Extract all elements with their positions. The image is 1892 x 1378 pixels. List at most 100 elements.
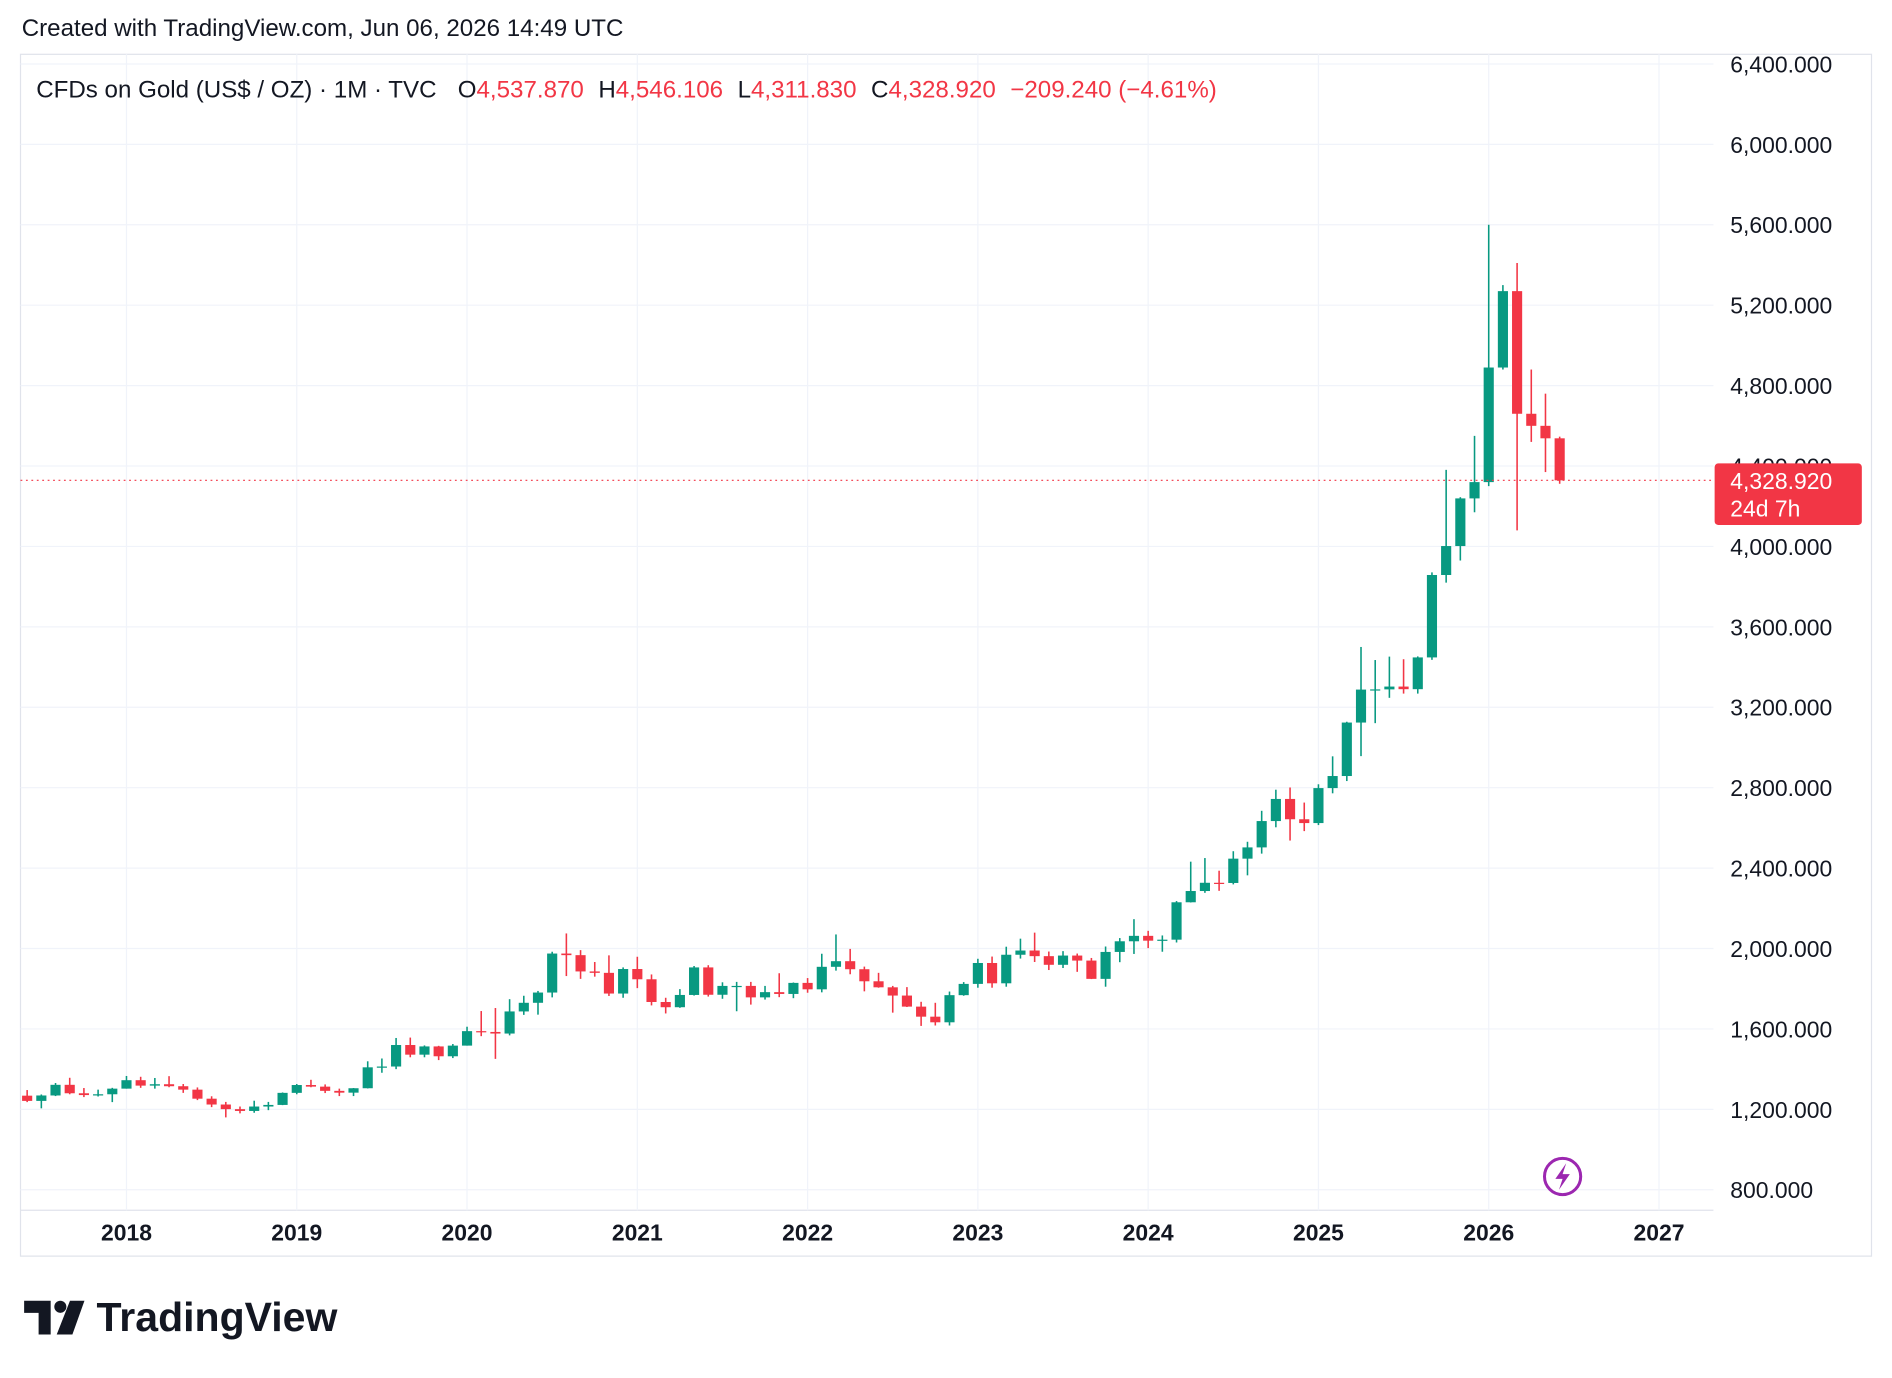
y-tick-label: 4,800.000 — [1730, 373, 1832, 399]
candle-body — [618, 969, 629, 994]
y-tick-label: 1,200.000 — [1730, 1097, 1832, 1123]
candle-body — [646, 979, 657, 1002]
candle-body — [206, 1098, 217, 1105]
brand-logo — [24, 1300, 85, 1335]
candle-body — [1214, 882, 1225, 884]
candle-body — [845, 961, 856, 970]
candle-body — [774, 992, 785, 994]
candle-body — [859, 969, 870, 982]
candle-body — [163, 1084, 175, 1087]
candle-body — [547, 953, 558, 993]
y-tick-label: 3,600.000 — [1730, 614, 1832, 640]
candle-body — [107, 1088, 118, 1095]
candle-body — [476, 1031, 487, 1033]
y-tick-label: 1,600.000 — [1730, 1016, 1832, 1042]
symbol-title: CFDs on Gold (US$ / OZ) · 1M · TVC — [36, 77, 436, 104]
y-tick-label: 2,400.000 — [1730, 856, 1832, 882]
candle-body — [518, 1002, 529, 1012]
candle-body — [1199, 882, 1210, 892]
candle-body — [561, 953, 572, 956]
legend-key: O — [458, 77, 477, 104]
candle-body — [1086, 960, 1097, 979]
candle-body — [192, 1089, 203, 1099]
y-tick-label: 800.000 — [1730, 1177, 1813, 1203]
candle-body — [376, 1066, 387, 1068]
x-tick-label: 2021 — [612, 1219, 663, 1245]
x-tick-label: 2018 — [101, 1219, 152, 1245]
candle-body — [759, 992, 771, 998]
candle-body — [1483, 367, 1494, 483]
candle-body — [1228, 858, 1239, 883]
candle-body — [532, 992, 544, 1003]
candle-body — [703, 967, 714, 995]
candle-body — [334, 1090, 345, 1093]
candle-body — [1001, 954, 1012, 984]
candle-body — [1370, 689, 1381, 691]
candle-body — [291, 1085, 302, 1093]
candle-body — [220, 1104, 231, 1110]
candle-body — [575, 955, 586, 972]
lightning-icon[interactable] — [1542, 1156, 1583, 1197]
candle-body — [1256, 821, 1267, 848]
candle-body — [1143, 935, 1154, 941]
candle-body — [249, 1106, 260, 1111]
candle-body — [972, 962, 983, 984]
candle-body — [419, 1046, 430, 1055]
candle-body — [1185, 891, 1196, 903]
candle-body — [745, 985, 756, 998]
candle-body — [1554, 438, 1565, 481]
candle-body — [660, 1001, 671, 1008]
candle-body — [149, 1084, 160, 1086]
candle-body — [1313, 788, 1324, 824]
legend-value: 4,328.920 — [888, 77, 995, 104]
candle-body — [1043, 956, 1054, 965]
legend-value: 4,546.106 — [616, 77, 723, 104]
candle-body — [1242, 847, 1253, 859]
candle-body — [78, 1093, 89, 1096]
candle-body — [1384, 686, 1395, 690]
candle-body — [1540, 425, 1551, 439]
candle-body — [391, 1045, 402, 1067]
x-tick-label: 2019 — [271, 1219, 322, 1245]
countdown-label: 24d 7h — [1730, 496, 1800, 522]
legend-change: −209.240 (−4.61%) — [1010, 77, 1217, 104]
y-tick-label: 2,800.000 — [1730, 775, 1832, 801]
candle-body — [958, 983, 969, 996]
candle-body — [305, 1085, 317, 1087]
x-tick-label: 2026 — [1463, 1219, 1514, 1245]
candle-body — [901, 995, 912, 1007]
candle-body — [788, 982, 799, 994]
candle-body — [1526, 413, 1537, 426]
candle-body — [916, 1006, 927, 1017]
candle-body — [405, 1045, 416, 1055]
candle-body — [887, 987, 898, 996]
last-price-label: 4,328.920 — [1730, 468, 1832, 494]
candle-body — [490, 1031, 501, 1034]
candle-body — [504, 1011, 515, 1034]
candle-body — [1171, 902, 1182, 940]
y-tick-label: 4,000.000 — [1730, 534, 1832, 560]
y-tick-label: 6,400.000 — [1730, 51, 1832, 77]
x-tick-label: 2022 — [782, 1219, 833, 1245]
y-tick-label: 5,600.000 — [1730, 212, 1832, 238]
x-tick-label: 2023 — [952, 1219, 1003, 1245]
created-note: Created with TradingView.com, Jun 06, 20… — [22, 15, 624, 42]
legend-key: L — [738, 77, 751, 104]
y-tick-label: 5,200.000 — [1730, 293, 1832, 319]
candle-body — [64, 1084, 75, 1094]
candle-body — [263, 1104, 274, 1107]
candle-body — [1398, 686, 1409, 690]
candle-body — [1270, 798, 1281, 822]
brand-name: TradingView — [97, 1294, 338, 1340]
candle-body — [589, 971, 600, 973]
candle-body — [987, 962, 998, 984]
candle-body — [1029, 950, 1040, 957]
candle-body — [178, 1086, 189, 1090]
candle-body — [1128, 935, 1140, 942]
candle-body — [234, 1109, 246, 1111]
x-tick-label: 2027 — [1634, 1219, 1685, 1245]
candle-body — [50, 1084, 61, 1096]
candle-body — [1015, 950, 1026, 955]
